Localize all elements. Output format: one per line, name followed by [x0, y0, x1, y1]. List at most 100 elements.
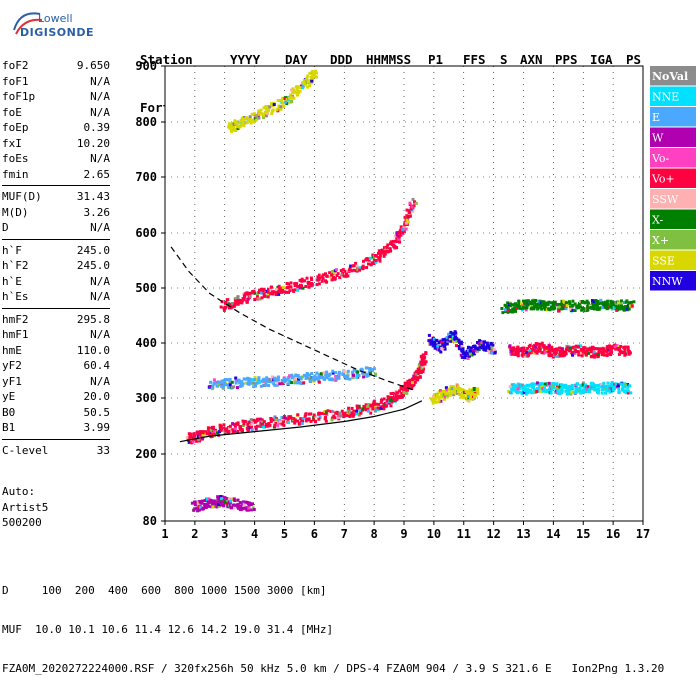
trace-point — [346, 369, 350, 373]
trace-point — [452, 339, 456, 343]
trace-point — [316, 377, 320, 381]
logo-swirl-icon — [13, 12, 43, 35]
y-tick-label: 700 — [135, 170, 157, 184]
trace-point — [470, 346, 473, 350]
trace-point — [439, 350, 443, 354]
trace-point — [310, 76, 314, 80]
trace-point — [214, 381, 218, 385]
trace-point — [249, 508, 253, 512]
trace-point — [419, 371, 423, 375]
trace-point — [335, 377, 339, 381]
trace-point — [401, 385, 405, 388]
trace-point — [558, 305, 561, 309]
trace-point — [565, 344, 569, 348]
trace-point — [562, 307, 566, 310]
trace-point — [573, 348, 577, 352]
trace-point — [512, 383, 516, 387]
trace-point — [351, 370, 355, 374]
trace-point — [411, 197, 415, 201]
trace-point — [596, 391, 600, 395]
trace-point — [195, 439, 199, 443]
trace-point — [447, 332, 451, 336]
trace-point — [367, 403, 371, 407]
trace-point — [597, 388, 600, 392]
trace-point — [219, 428, 223, 432]
x-tick-label: 2 — [191, 527, 198, 541]
trace-point — [287, 415, 291, 419]
trace-point — [557, 309, 561, 313]
trace-point — [365, 374, 369, 378]
trace-point — [521, 350, 525, 354]
trace-point — [482, 345, 486, 349]
trace-point — [255, 295, 259, 299]
trace-point — [508, 385, 512, 389]
trace-point — [350, 411, 354, 415]
trace-point — [380, 248, 384, 252]
trace-point — [468, 388, 472, 392]
trace-point — [390, 243, 394, 247]
param-value: 0.39 — [83, 121, 111, 134]
trace-point — [231, 497, 234, 501]
trace-point — [546, 302, 550, 306]
trace-point — [312, 416, 316, 420]
trace-point — [560, 347, 564, 351]
trace-point — [427, 333, 431, 337]
trace-point — [561, 384, 564, 388]
trace-point — [379, 251, 383, 255]
trace-point — [560, 391, 564, 395]
trace-point — [228, 427, 232, 431]
logo-line2: DIGISONDE — [20, 26, 94, 39]
trace-point — [308, 373, 312, 377]
trace-point — [245, 291, 249, 295]
trace-point — [262, 106, 266, 110]
trace-point — [271, 108, 275, 112]
trace-point — [564, 352, 568, 356]
trace-point — [301, 419, 305, 423]
trace-point — [232, 385, 236, 389]
trace-point — [332, 414, 336, 418]
trace-point — [445, 342, 449, 346]
trace-point — [241, 382, 245, 386]
trace-point — [264, 422, 268, 426]
param-value: 9.650 — [76, 59, 110, 72]
trace-point — [288, 100, 292, 104]
trace-point — [462, 394, 466, 398]
trace-point — [623, 351, 626, 355]
trace-point — [533, 388, 537, 392]
trace-point — [573, 302, 577, 306]
trace-point — [244, 381, 248, 385]
trace-point — [232, 506, 236, 510]
trace-point — [370, 368, 374, 372]
trace-point — [226, 430, 230, 434]
trace-point — [304, 285, 308, 288]
trace-point — [519, 306, 523, 310]
trace-point — [293, 418, 297, 422]
trace-point — [305, 276, 309, 280]
trace-point — [445, 336, 449, 340]
trace-point — [560, 299, 564, 303]
trace-point — [393, 239, 397, 243]
legend-swatch — [650, 189, 696, 209]
trace-point — [469, 397, 473, 401]
trace-point — [430, 342, 434, 346]
trace-point — [354, 261, 358, 265]
trace-point — [238, 427, 242, 431]
trace-point — [192, 432, 196, 436]
param-value: N/A — [90, 374, 110, 388]
param-row: h`Es N/A — [2, 289, 110, 305]
trace-point — [259, 384, 263, 388]
param-value: 33 — [96, 443, 110, 457]
trace-point — [608, 384, 612, 388]
trace-point — [455, 337, 459, 341]
trace-point — [242, 422, 246, 426]
trace-point — [602, 353, 606, 357]
trace-point — [548, 307, 552, 311]
trace-point — [248, 119, 252, 123]
trace-point — [619, 302, 623, 306]
trace-point — [193, 500, 196, 504]
trace-point — [571, 299, 575, 303]
trace-point — [590, 355, 593, 359]
trace-point — [532, 348, 536, 352]
trace-point — [296, 380, 300, 384]
trace-point — [612, 303, 616, 307]
